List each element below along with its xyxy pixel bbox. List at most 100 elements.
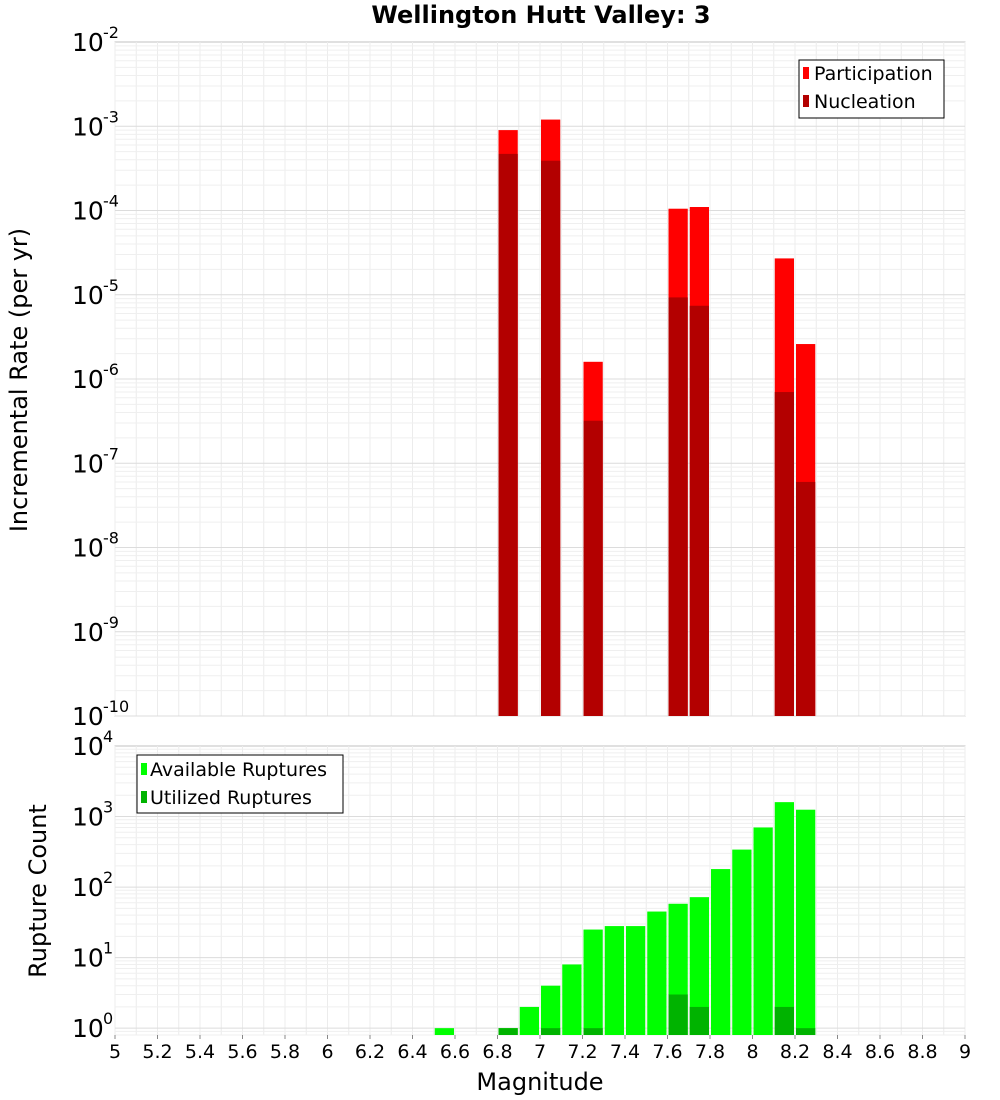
x-tick-label: 5.4 — [185, 1041, 215, 1063]
count-legend-box — [136, 754, 344, 814]
nucleation-bar — [498, 153, 518, 717]
y-tick-label: 10 — [72, 702, 104, 731]
rate-legend-box — [798, 59, 945, 119]
x-tick-label: 6.8 — [482, 1041, 512, 1063]
y-tick-exponent: -7 — [103, 444, 119, 463]
y-tick-label: 10 — [72, 281, 104, 310]
x-tick-label: 5.8 — [270, 1041, 300, 1063]
x-tick-label: 7.2 — [567, 1041, 597, 1063]
y-tick-exponent: -10 — [103, 697, 129, 716]
count-plot-y-axis-title: Rupture Count — [24, 804, 52, 978]
x-tick-label: 5.2 — [142, 1041, 172, 1063]
x-tick-label: 6.4 — [397, 1041, 427, 1063]
available-ruptures-bar — [626, 926, 646, 1035]
count-plot-legend: Available Ruptures Utilized Ruptures — [136, 754, 344, 814]
participation-legend-label: Participation — [814, 63, 933, 85]
count-plot-x-ticks: 5 5.2 5.4 5.6 5.8 6 6.2 6.4 6.6 6.8 7 7.2 7.4 7.6 7.8 8… — [109, 1035, 971, 1063]
utilized-ruptures-bar — [498, 1028, 518, 1035]
x-tick-label: 7.4 — [610, 1041, 640, 1063]
utilized-ruptures-bar — [541, 1028, 561, 1035]
available-ruptures-bar — [434, 1028, 454, 1035]
y-tick-label: 10 — [72, 944, 104, 973]
nucleation-bar — [796, 481, 816, 716]
y-tick-label: 10 — [72, 803, 104, 832]
y-tick-exponent: 0 — [103, 1009, 113, 1028]
x-tick-label: 7.6 — [652, 1041, 682, 1063]
x-tick-label: 6.2 — [355, 1041, 385, 1063]
y-tick-exponent: -8 — [103, 529, 119, 548]
x-tick-label: 5 — [109, 1041, 121, 1063]
available-ruptures-bar — [711, 869, 731, 1035]
y-tick-label: 10 — [72, 732, 104, 761]
y-tick-exponent: 1 — [103, 939, 113, 958]
x-tick-label: 8 — [746, 1041, 758, 1063]
x-tick-label: 7 — [534, 1041, 546, 1063]
x-tick-label: 8.2 — [780, 1041, 810, 1063]
nucleation-legend-label: Nucleation — [814, 91, 916, 113]
available-ruptures-legend-label: Available Ruptures — [150, 759, 327, 781]
rate-plot-bars — [498, 119, 816, 717]
nucleation-bar — [668, 297, 688, 716]
nucleation-bar — [774, 392, 794, 716]
utilized-ruptures-bar — [583, 1028, 603, 1035]
y-tick-label: 10 — [72, 873, 104, 902]
y-tick-exponent: -9 — [103, 613, 119, 632]
available-ruptures-bar — [604, 926, 624, 1035]
available-ruptures-bar — [753, 827, 773, 1035]
y-tick-label: 10 — [72, 1014, 104, 1043]
x-tick-label: 5.6 — [227, 1041, 257, 1063]
x-tick-label: 8.8 — [907, 1041, 937, 1063]
y-tick-label: 10 — [72, 28, 104, 57]
y-tick-exponent: -3 — [103, 107, 119, 126]
x-tick-label: 6 — [321, 1041, 333, 1063]
y-tick-label: 10 — [72, 112, 104, 141]
available-ruptures-bar — [562, 964, 582, 1035]
nucleation-legend-swatch — [803, 95, 809, 107]
chart-title: Wellington Hutt Valley: 3 — [371, 1, 710, 29]
count-plot-bars — [434, 802, 816, 1035]
nucleation-bar — [583, 420, 603, 716]
y-tick-label: 10 — [72, 618, 104, 647]
available-ruptures-bar — [796, 809, 816, 1035]
x-tick-label: 6.6 — [440, 1041, 470, 1063]
available-ruptures-bar — [774, 802, 794, 1035]
x-tick-label: 8.4 — [822, 1041, 852, 1063]
available-ruptures-bar — [583, 929, 603, 1035]
available-ruptures-legend-swatch — [141, 763, 147, 775]
available-ruptures-bar — [689, 897, 709, 1035]
y-tick-exponent: 3 — [103, 798, 113, 817]
utilized-ruptures-bar — [796, 1028, 816, 1035]
x-tick-label: 8.6 — [865, 1041, 895, 1063]
utilized-ruptures-bar — [668, 994, 688, 1035]
y-tick-label: 10 — [72, 365, 104, 394]
utilized-ruptures-legend-swatch — [141, 791, 147, 803]
available-ruptures-bar — [519, 1006, 539, 1035]
y-tick-exponent: -6 — [103, 360, 119, 379]
y-tick-exponent: -5 — [103, 276, 119, 295]
x-axis-title: Magnitude — [476, 1068, 603, 1096]
x-tick-label: 7.8 — [695, 1041, 725, 1063]
rate-plot-grid — [114, 42, 966, 717]
rate-plot-y-axis-title: Incremental Rate (per yr) — [5, 228, 33, 532]
rate-plot-legend: Participation Nucleation — [798, 59, 945, 119]
available-ruptures-bar — [541, 985, 561, 1035]
utilized-ruptures-bar — [689, 1006, 709, 1035]
y-tick-exponent: 2 — [103, 868, 113, 887]
participation-legend-swatch — [803, 67, 809, 79]
y-tick-label: 10 — [72, 197, 104, 226]
utilized-ruptures-legend-label: Utilized Ruptures — [150, 787, 312, 809]
nucleation-bar — [541, 160, 561, 716]
nucleation-bar — [689, 305, 709, 716]
available-ruptures-bar — [647, 911, 667, 1035]
x-tick-label: 9 — [959, 1041, 971, 1063]
y-tick-exponent: 4 — [103, 727, 113, 746]
y-tick-exponent: -2 — [103, 23, 119, 42]
utilized-ruptures-bar — [774, 1006, 794, 1035]
y-tick-label: 10 — [72, 449, 104, 478]
available-ruptures-bar — [732, 849, 752, 1035]
y-tick-exponent: -4 — [103, 192, 119, 211]
